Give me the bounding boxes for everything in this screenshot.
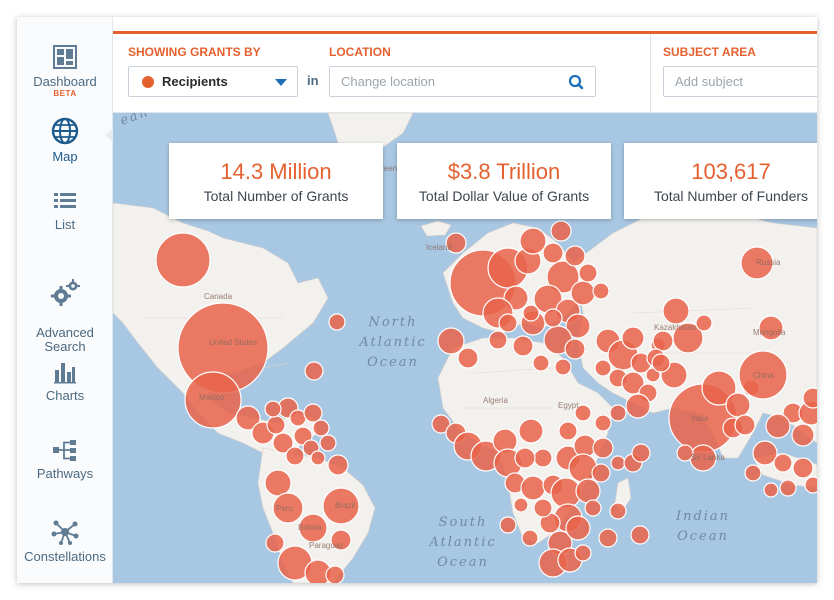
label-united-states: United States <box>209 338 258 347</box>
search-icon <box>568 74 584 90</box>
stat-value: $3.8 Trillion <box>447 159 561 184</box>
gears-icon <box>51 279 80 306</box>
label-mongolia: Mongolia <box>753 328 786 337</box>
label-brazil: Brazil <box>335 501 356 510</box>
stat-value: 103,617 <box>691 159 771 184</box>
showing-grants-label: SHOWING GRANTS BY <box>128 45 261 59</box>
location-input[interactable]: Change location <box>329 66 559 97</box>
subject-input[interactable]: Add subject <box>663 66 817 97</box>
app-frame: Dashboard BETA Map List <box>17 17 817 583</box>
recipient-dot-icon <box>142 76 154 88</box>
sidebar-item-label: Constellations <box>24 549 106 564</box>
ocean-label-north-atlantic: North Atlantic Ocean <box>359 315 427 370</box>
dropdown-value: Recipients <box>162 74 228 89</box>
dashboard-icon <box>53 45 77 69</box>
sidebar-item-list[interactable]: List <box>17 191 113 232</box>
sidebar-item-label: Dashboard <box>33 74 97 89</box>
pathways-icon <box>53 440 76 461</box>
label-china: China <box>753 371 774 380</box>
sidebar-item-label: Pathways <box>36 466 94 481</box>
globe-icon <box>51 117 79 145</box>
label-peru: Peru <box>276 504 293 513</box>
label-sri-lanka: Sri Lanka <box>691 453 725 462</box>
label-kazakhstan: Kazakhstan <box>654 323 696 332</box>
location-search-button[interactable] <box>558 66 596 97</box>
stat-card-dollar-value: $3.8 Trillion Total Dollar Value of Gran… <box>397 143 611 219</box>
subject-area-label: SUBJECT AREA <box>663 45 756 59</box>
sidebar-item-label: Charts <box>45 388 85 403</box>
list-icon <box>54 193 76 208</box>
sidebar-item-constellations[interactable]: Constellations <box>17 519 113 564</box>
sidebar-item-label: Advanced Search <box>36 325 94 354</box>
label-russia: Russia <box>756 258 781 267</box>
stat-label: Total Dollar Value of Grants <box>418 188 590 204</box>
label-paraguay: Paraguay <box>309 541 344 550</box>
bubble-canada[interactable] <box>155 232 211 288</box>
sidebar-item-map[interactable]: Map <box>17 117 113 164</box>
recipients-dropdown[interactable]: Recipients <box>128 66 298 97</box>
ocean-label-south-atlantic: South Atlantic Ocean <box>429 515 497 570</box>
active-indicator <box>105 128 113 142</box>
stat-card-funders: 103,617 Total Number of Funders <box>624 143 817 219</box>
stat-value: 14.3 Million <box>220 159 332 184</box>
grant-bubbles-layer <box>155 220 817 583</box>
beta-badge: BETA <box>53 89 77 98</box>
stat-label: Total Number of Grants <box>203 188 349 204</box>
label-canada: Canada <box>204 292 233 301</box>
filter-bar: SHOWING GRANTS BY Recipients in LOCATION… <box>113 31 817 113</box>
stat-card-grants: 14.3 Million Total Number of Grants <box>169 143 383 219</box>
label-india: India <box>691 414 709 423</box>
filter-divider <box>650 34 651 112</box>
bar-chart-icon <box>54 363 76 384</box>
label-mexico: Mexico <box>199 393 225 402</box>
label-egypt: Egypt <box>558 401 579 410</box>
label-bolivia: Bolivia <box>298 523 322 532</box>
stat-label: Total Number of Funders <box>653 188 809 204</box>
chevron-down-icon <box>275 79 287 86</box>
sidebar-item-label: Map <box>52 149 78 164</box>
sidebar-item-label: List <box>54 217 76 232</box>
in-label: in <box>307 73 319 88</box>
sidebar: Dashboard BETA Map List <box>17 17 113 583</box>
label-algeria: Algeria <box>483 396 508 405</box>
sidebar-item-dashboard[interactable]: Dashboard BETA <box>17 44 113 98</box>
sidebar-item-charts[interactable]: Charts <box>17 360 113 403</box>
label-iceland: Iceland <box>426 243 452 252</box>
location-label: LOCATION <box>329 45 391 59</box>
constellation-icon <box>51 520 79 545</box>
ocean-label-indian: Indian Ocean <box>675 509 731 544</box>
sidebar-item-pathways[interactable]: Pathways <box>17 438 113 481</box>
label-greenland: Greenland <box>375 164 413 173</box>
sidebar-item-advanced-search[interactable]: Advanced Search <box>17 265 113 354</box>
bubble-mexico[interactable] <box>184 371 242 429</box>
